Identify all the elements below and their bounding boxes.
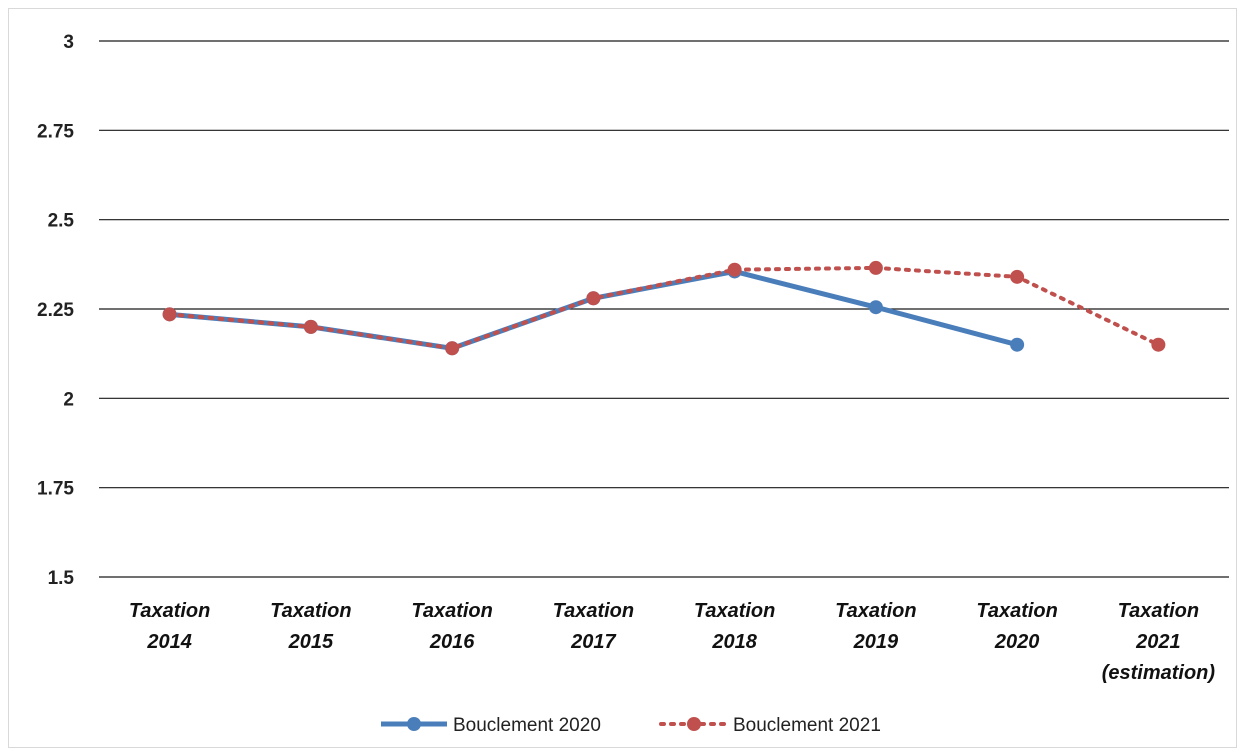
series-line [169, 268, 1018, 351]
y-tick-label: 2.25 [37, 300, 74, 321]
x-tick-label: Taxation 2014 [129, 600, 211, 653]
legend-swatch-bouclement-2021-marker [687, 717, 701, 731]
x-tick-label: Taxation 2017 [553, 600, 635, 653]
y-axis-tick-labels: 3 2.75 2.5 2.25 2 1.75 1.5 [37, 32, 74, 589]
x-tick-label: Taxation 2020 [976, 600, 1058, 653]
x-tick-label-line: Taxation [411, 600, 493, 622]
y-tick-label: 2.5 [48, 211, 75, 232]
x-tick-label-line: Taxation [129, 600, 211, 622]
data-point [445, 341, 460, 356]
data-point [162, 307, 177, 322]
data-point [1010, 269, 1025, 284]
x-tick-label-line: 2017 [570, 631, 616, 653]
data-point [1010, 337, 1025, 352]
x-tick-label-line: 2014 [146, 631, 192, 653]
legend-swatch-bouclement-2020-marker [407, 717, 421, 731]
x-tick-label: Taxation 2018 [694, 600, 776, 653]
x-tick-label: Taxation 2016 [411, 600, 493, 653]
x-tick-label: Taxation 2021 (estimation) [1102, 600, 1216, 684]
x-tick-label-line: (estimation) [1102, 662, 1216, 684]
x-tick-label-line: 2018 [711, 631, 757, 653]
series-line [167, 265, 1161, 351]
series-bouclement-2020 [162, 264, 1025, 356]
x-tick-label-line: 2015 [288, 631, 334, 653]
data-point [303, 319, 318, 334]
y-tick-label: 2.75 [37, 121, 74, 142]
data-point [868, 300, 883, 315]
x-tick-label-line: Taxation [553, 600, 635, 622]
legend: Bouclement 2020 Bouclement 2021 [381, 715, 881, 736]
x-tick-label: Taxation 2015 [270, 600, 352, 653]
x-tick-label-line: 2019 [853, 631, 899, 653]
legend-label-bouclement-2021: Bouclement 2021 [733, 715, 881, 736]
x-tick-label-line: Taxation [270, 600, 352, 622]
series-lines [162, 260, 1166, 356]
series-bouclement-2021 [162, 260, 1166, 356]
x-tick-label-line: 2016 [429, 631, 475, 653]
gridlines [99, 40, 1229, 578]
x-tick-label-line: Taxation [835, 600, 917, 622]
x-tick-label-line: 2020 [994, 631, 1040, 653]
y-tick-label: 1.75 [37, 479, 74, 500]
x-tick-label-line: 2021 [1135, 631, 1181, 653]
chart-frame: 3 2.75 2.5 2.25 2 1.75 1.5 Taxation 2014 Taxatio… [8, 8, 1237, 748]
x-tick-label: Taxation 2019 [835, 600, 917, 653]
data-point [1151, 337, 1166, 352]
data-point [868, 260, 883, 275]
data-point [586, 291, 601, 306]
data-point [727, 262, 742, 277]
y-tick-label: 3 [63, 32, 74, 53]
y-tick-label: 2 [63, 389, 74, 410]
x-tick-label-line: Taxation [976, 600, 1058, 622]
legend-label-bouclement-2020: Bouclement 2020 [453, 715, 601, 736]
x-tick-label-line: Taxation [1118, 600, 1200, 622]
y-tick-label: 1.5 [48, 568, 75, 589]
x-tick-label-line: Taxation [694, 600, 776, 622]
